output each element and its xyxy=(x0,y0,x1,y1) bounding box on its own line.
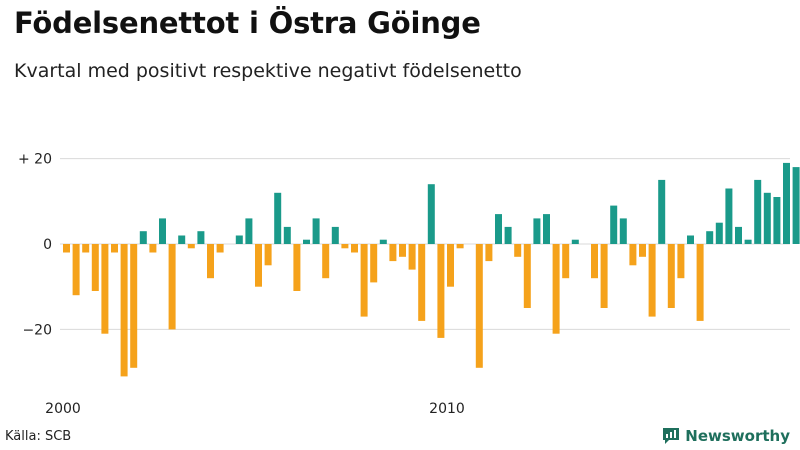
bar xyxy=(274,192,282,244)
bar xyxy=(91,244,99,291)
bar xyxy=(63,244,70,253)
y-tick-label: −20 xyxy=(22,322,52,338)
bar xyxy=(543,214,550,244)
bar xyxy=(571,239,579,244)
bar xyxy=(437,244,445,338)
bar xyxy=(677,244,685,279)
x-tick-label: 2010 xyxy=(429,401,465,417)
bar xyxy=(245,218,253,244)
bar xyxy=(72,244,80,296)
bar xyxy=(283,226,291,244)
bar xyxy=(178,235,186,244)
bar xyxy=(331,226,339,244)
bar xyxy=(351,244,358,253)
bar xyxy=(101,244,109,334)
bar xyxy=(744,239,752,244)
bar xyxy=(562,244,570,279)
bar xyxy=(658,179,666,244)
x-axis-ticks: 200020102020 xyxy=(45,401,465,417)
bar xyxy=(379,239,387,244)
bar xyxy=(639,244,646,257)
bar xyxy=(773,197,781,244)
bar xyxy=(495,214,502,244)
bar xyxy=(418,244,426,321)
bar xyxy=(120,244,128,377)
bar xyxy=(322,244,330,279)
bar xyxy=(447,244,454,287)
bar xyxy=(523,244,531,308)
y-tick-label: + 20 xyxy=(18,152,52,168)
chart-title: Födelsenettot i Östra Göinge xyxy=(14,6,481,40)
bar xyxy=(197,231,205,244)
bar xyxy=(648,244,656,317)
bar xyxy=(783,162,790,244)
bar xyxy=(111,244,118,253)
bar xyxy=(235,235,243,244)
y-axis-ticks: + 20 0 −20 xyxy=(18,152,52,339)
newsworthy-icon xyxy=(663,428,680,444)
bar xyxy=(303,239,310,244)
bar xyxy=(629,244,637,266)
bar xyxy=(360,244,368,317)
bar xyxy=(389,244,397,262)
bar xyxy=(187,244,195,249)
bar xyxy=(552,244,560,334)
brand-name: Newsworthy xyxy=(685,427,790,445)
bar xyxy=(370,244,378,283)
bar xyxy=(504,226,512,244)
bar xyxy=(168,244,176,330)
bar xyxy=(264,244,272,266)
bar xyxy=(485,244,493,262)
bar xyxy=(735,226,742,244)
x-tick-label: 2000 xyxy=(45,401,81,417)
bar xyxy=(293,244,301,291)
bar xyxy=(456,244,464,249)
bar xyxy=(255,244,262,287)
bar xyxy=(514,244,522,257)
bar xyxy=(619,218,627,244)
bar xyxy=(149,244,157,253)
bar xyxy=(754,179,762,244)
bars xyxy=(63,162,800,377)
bar xyxy=(399,244,406,257)
chart-subtitle: Kvartal med positivt respektive negativt… xyxy=(14,60,522,82)
y-tick-label: 0 xyxy=(43,237,52,253)
bar xyxy=(687,235,694,244)
bar xyxy=(475,244,483,368)
bar xyxy=(725,188,733,244)
bar xyxy=(139,231,147,244)
bar xyxy=(667,244,675,308)
bar xyxy=(591,244,598,279)
bar xyxy=(706,231,714,244)
bar xyxy=(341,244,349,249)
bar xyxy=(312,218,320,244)
bar xyxy=(715,222,723,244)
bar xyxy=(427,184,435,244)
bar xyxy=(159,218,166,244)
bar xyxy=(792,167,800,244)
brand-logo[interactable]: Newsworthy xyxy=(661,426,790,446)
bar xyxy=(82,244,90,253)
bar xyxy=(130,244,138,368)
source-note: Källa: SCB xyxy=(5,429,72,444)
bar xyxy=(763,192,771,244)
bar xyxy=(533,218,541,244)
bar xyxy=(408,244,416,270)
bar xyxy=(216,244,224,253)
bar xyxy=(610,205,618,244)
bar xyxy=(696,244,704,321)
bar xyxy=(207,244,214,279)
bar xyxy=(600,244,608,308)
